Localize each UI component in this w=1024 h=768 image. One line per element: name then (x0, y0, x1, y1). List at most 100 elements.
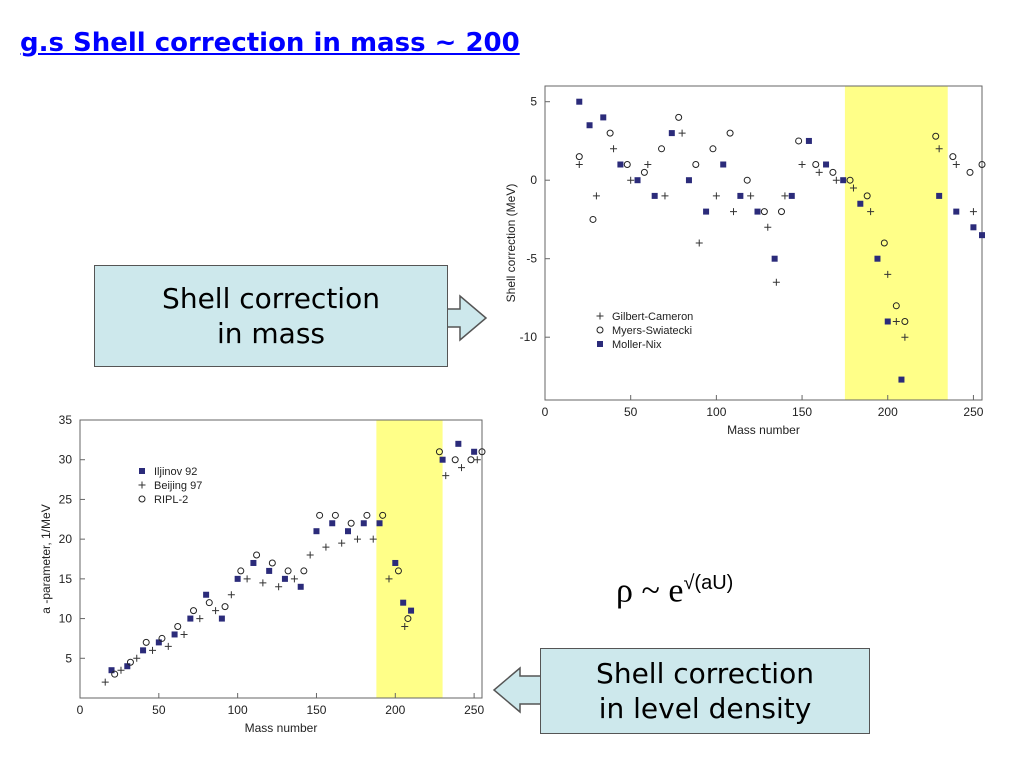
data-point-plus (747, 192, 755, 200)
data-point-circle (863, 192, 871, 200)
data-point-plus (458, 464, 466, 472)
data-point-square (685, 177, 692, 184)
data-point-plus (196, 615, 204, 623)
data-point-square (155, 639, 162, 646)
arrow-right-icon (448, 294, 488, 342)
data-point-plus (180, 630, 188, 638)
data-point-plus (385, 575, 393, 583)
y-tick-label: 35 (59, 413, 73, 427)
data-point-circle (253, 551, 261, 559)
a-parameter-chart: 0 50 100 150 200 250 5 10 15 20 25 30 35 Mass number a… (39, 413, 486, 735)
x-tick-label: 50 (624, 405, 638, 419)
data-point-circle (268, 559, 276, 567)
y-tick-label: 20 (59, 532, 73, 546)
data-point-square (979, 232, 985, 239)
formula-base: ρ ~ e (616, 572, 684, 610)
data-point-plus (149, 646, 157, 654)
data-point-square (455, 440, 462, 447)
data-point-circle (478, 448, 486, 456)
data-point-circle (394, 567, 402, 575)
data-point-square (840, 177, 847, 184)
data-point-circle (966, 168, 974, 176)
data-point-plus (695, 239, 703, 247)
data-point-square (400, 599, 407, 606)
data-point-square (171, 631, 178, 638)
data-point-plus (101, 678, 109, 686)
data-point-circle (623, 161, 631, 168)
data-point-circle (812, 161, 820, 168)
data-point-circle (880, 239, 888, 247)
data-point-circle (142, 638, 150, 646)
page-title: g.s Shell correction in mass ~ 200 (20, 28, 520, 58)
data-point-circle (978, 161, 986, 168)
x-tick-label: 200 (385, 703, 405, 717)
data-point-circle (316, 511, 324, 519)
x-tick-label: 200 (878, 405, 898, 419)
data-point-circle (795, 137, 803, 145)
x-tick-label: 0 (77, 703, 84, 717)
data-point-square (266, 567, 273, 574)
x-tick-label: 50 (152, 703, 166, 717)
data-point-circle (829, 168, 837, 176)
data-point-square (439, 456, 446, 463)
x-tick-label: 250 (963, 405, 983, 419)
data-point-plus (306, 551, 314, 559)
legend-label: Gilbert-Cameron (612, 311, 693, 323)
data-point-circle (777, 208, 785, 216)
legend-marker-plus (596, 312, 604, 320)
data-point-plus (212, 607, 220, 615)
data-point-square (187, 615, 194, 622)
data-point-plus (610, 145, 618, 153)
data-point-circle (932, 132, 940, 140)
data-point-plus (401, 623, 409, 631)
data-point-plus (243, 575, 251, 583)
data-point-square (108, 667, 115, 674)
data-point-square (218, 615, 225, 622)
data-point-circle (743, 176, 751, 184)
callout-mass-line2: in mass (216, 317, 326, 350)
plot-frame (79, 419, 483, 699)
data-point-circle (949, 153, 957, 161)
plot-frame (544, 85, 983, 401)
data-point-plus (133, 654, 141, 662)
data-point-circle (451, 456, 459, 464)
data-point-plus (969, 208, 977, 216)
data-point-square (281, 575, 288, 582)
data-point-plus (661, 192, 669, 200)
callout-shell-correction-mass: Shell correction in mass (94, 265, 448, 367)
legend-label: Beijing 97 (154, 480, 202, 492)
y-tick-label: 10 (59, 612, 73, 626)
level-density-formula: ρ ~ e√(aU) (616, 572, 733, 610)
data-point-circle (174, 623, 182, 631)
highlight-band (376, 420, 443, 698)
data-point-plus (473, 456, 481, 464)
data-point-square (203, 591, 210, 598)
data-point-circle (575, 153, 583, 161)
data-point-plus (712, 192, 720, 200)
data-point-circle (435, 448, 443, 456)
x-tick-label: 150 (306, 703, 326, 717)
data-point-plus (901, 333, 909, 341)
data-point-plus (369, 535, 377, 543)
legend-marker-square (139, 468, 145, 474)
y-tick-label: 30 (59, 453, 73, 467)
data-point-square (140, 647, 147, 654)
data-point-circle (158, 634, 166, 642)
x-axis-label: Mass number (727, 423, 800, 437)
data-point-circle (709, 145, 717, 153)
data-point-plus (678, 129, 686, 137)
data-point-square (737, 192, 744, 199)
data-point-circle (589, 215, 597, 223)
data-point-square (936, 192, 943, 199)
data-point-square (250, 559, 257, 566)
data-point-plus (290, 575, 298, 583)
y-tick-label: -10 (520, 330, 538, 344)
data-point-square (754, 208, 761, 215)
data-point-square (297, 583, 304, 590)
data-point-plus (627, 176, 635, 184)
legend-marker-plus (138, 481, 146, 489)
data-point-square (703, 208, 710, 215)
x-tick-label: 0 (542, 405, 549, 419)
data-point-square (471, 448, 478, 455)
